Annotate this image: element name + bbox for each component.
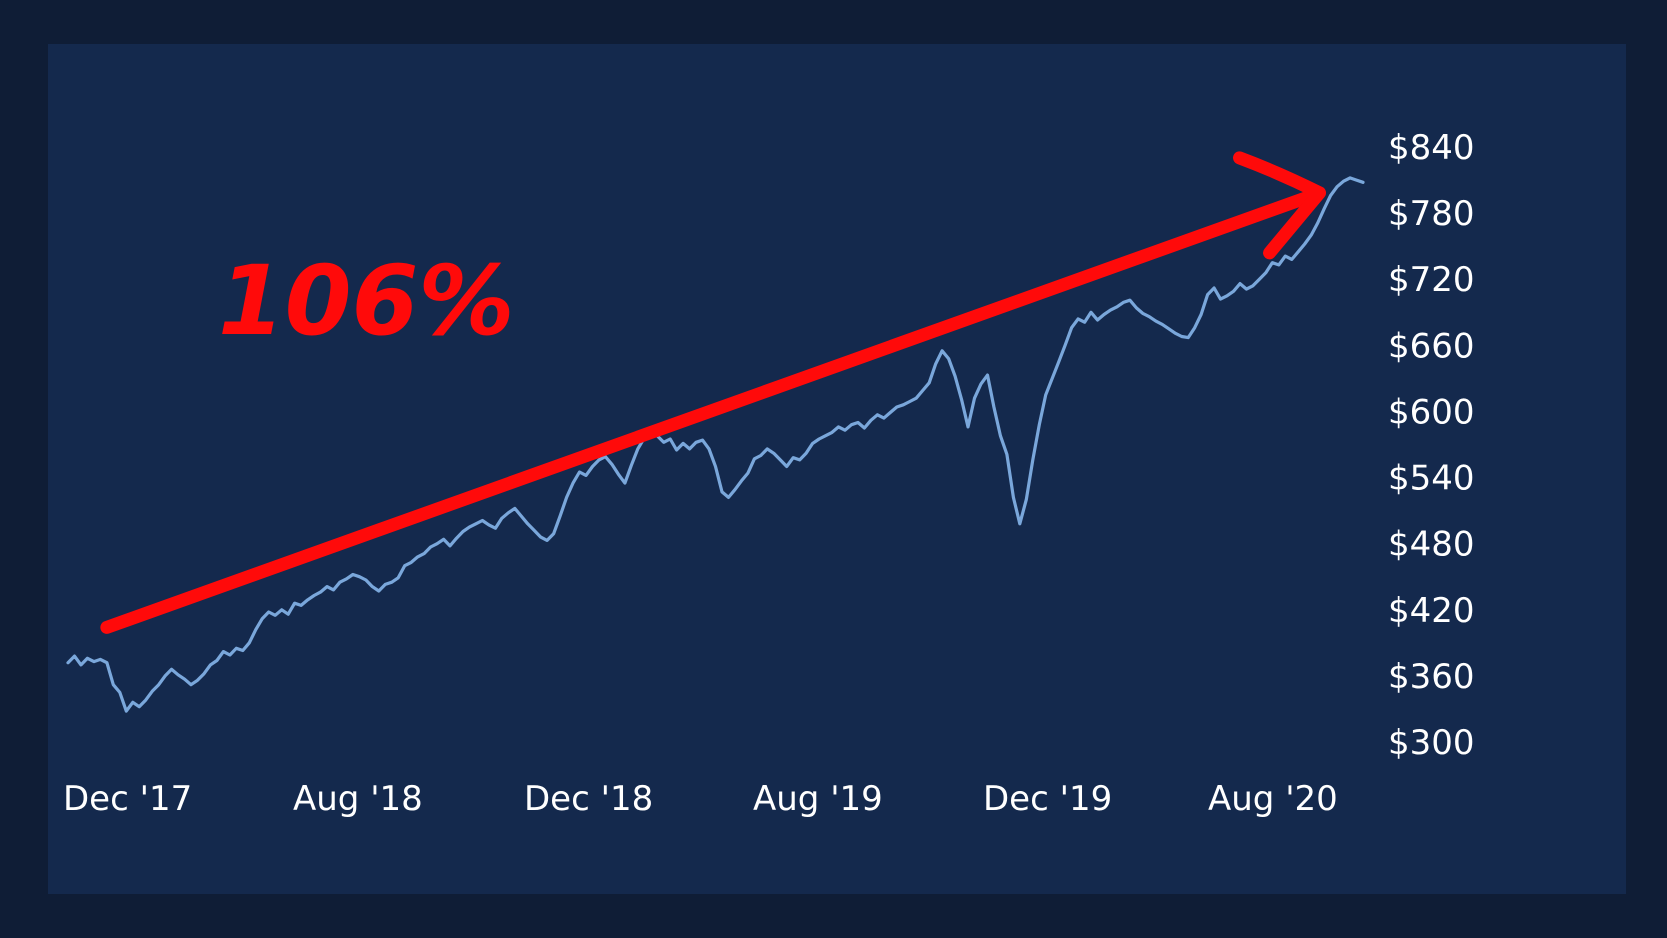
y-tick-label: $840 bbox=[1388, 128, 1475, 168]
percent-gain-annotation: 106% bbox=[218, 245, 515, 357]
x-tick-label: Dec '18 bbox=[524, 779, 653, 819]
y-tick-label: $360 bbox=[1388, 657, 1475, 697]
x-tick-label: Aug '19 bbox=[753, 779, 883, 819]
y-tick-label: $600 bbox=[1388, 392, 1475, 432]
y-tick-label: $300 bbox=[1388, 723, 1475, 763]
chart-panel: $300 $360 $420 $480 $540 $600 $660 $720 $780 $840… bbox=[48, 44, 1626, 894]
x-tick-label: Aug '18 bbox=[293, 779, 423, 819]
x-axis: Dec '17 Aug '18 Dec '18 Aug '19 Dec '19 Aug '… bbox=[63, 779, 1338, 819]
y-axis: $300 $360 $420 $480 $540 $600 $660 $720 $780 $840 bbox=[1388, 128, 1475, 763]
series-line-price bbox=[66, 176, 1365, 713]
trend-arrow-annotation bbox=[100, 151, 1327, 634]
x-tick-label: Aug '20 bbox=[1208, 779, 1338, 819]
arrow-head bbox=[1233, 151, 1327, 260]
arrow-shaft bbox=[100, 189, 1319, 634]
price-chart: $300 $360 $420 $480 $540 $600 $660 $720 $780 $840… bbox=[63, 128, 1475, 819]
y-tick-label: $780 bbox=[1388, 194, 1475, 234]
x-tick-label: Dec '17 bbox=[63, 779, 192, 819]
y-tick-label: $480 bbox=[1388, 525, 1475, 565]
x-tick-label: Dec '19 bbox=[983, 779, 1112, 819]
y-tick-label: $720 bbox=[1388, 260, 1475, 300]
y-tick-label: $420 bbox=[1388, 591, 1475, 631]
y-tick-label: $660 bbox=[1388, 326, 1475, 366]
y-tick-label: $540 bbox=[1388, 459, 1475, 499]
